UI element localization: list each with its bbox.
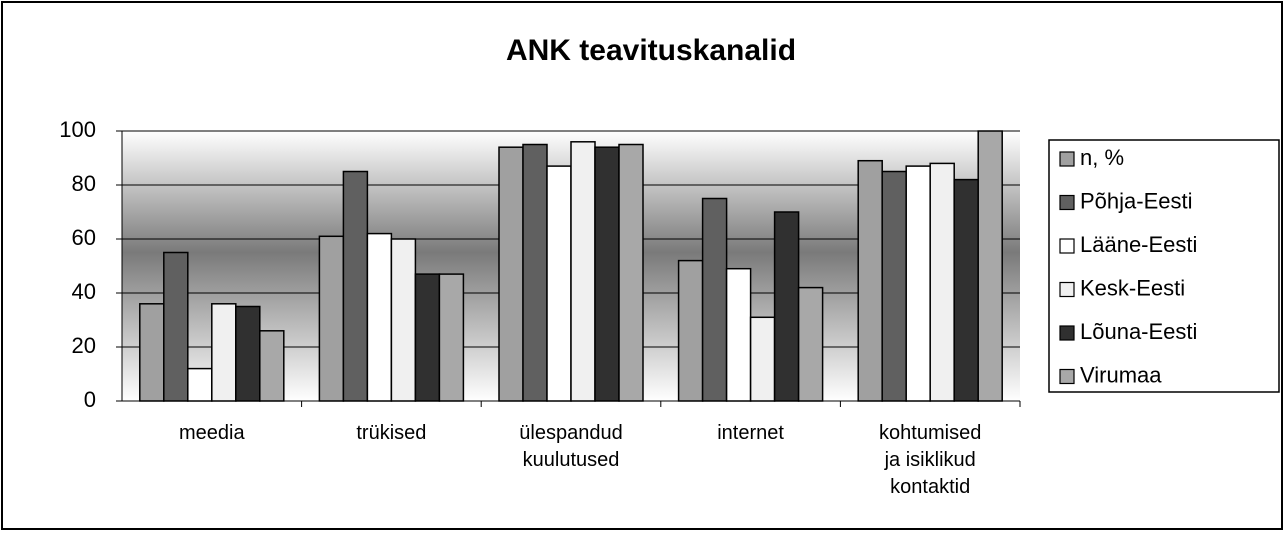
chart-title: ANK teavituskanalid: [506, 34, 796, 67]
bar: [725, 267, 752, 402]
legend-label: Kesk-Eesti: [1080, 275, 1185, 300]
bar: [570, 141, 596, 402]
legend-swatch: [1059, 368, 1075, 385]
bar: [749, 316, 776, 402]
bar: [318, 235, 345, 402]
legend-swatch: [1059, 325, 1075, 341]
legend-swatch: [1059, 238, 1075, 254]
x-tick-label: kohtumised ja isiklikud kontaktid: [879, 422, 981, 498]
bar: [905, 165, 931, 402]
legend-swatch: [1059, 194, 1075, 211]
bar: [139, 303, 165, 402]
bar: [211, 303, 237, 402]
bar: [677, 259, 704, 402]
bar: [701, 197, 728, 402]
bar: [977, 130, 1003, 402]
legend-swatch: [1059, 151, 1075, 167]
bar: [522, 143, 548, 402]
bar: [953, 178, 979, 402]
legend-label: Virumaa: [1080, 362, 1162, 387]
bar: [498, 146, 524, 402]
legend-swatch: [1059, 281, 1075, 298]
bar: [618, 143, 644, 402]
bar: [259, 330, 285, 402]
legend-label: Lõuna-Eesti: [1080, 319, 1197, 344]
y-tick-label: 100: [59, 117, 96, 142]
bar: [187, 367, 213, 402]
legend-label: n, %: [1080, 145, 1124, 170]
bar: [929, 162, 955, 402]
legend-box: [1048, 139, 1280, 393]
y-tick-label: 60: [72, 225, 96, 250]
bar: [342, 170, 369, 402]
bar: [438, 273, 465, 402]
bar: [163, 251, 189, 402]
bar: [235, 305, 261, 402]
x-tick-label: ülespandud kuulutused: [519, 422, 622, 471]
bar: [594, 146, 620, 402]
x-tick-label: trükised: [356, 422, 426, 444]
bar: [797, 286, 824, 402]
x-tick-label: internet: [717, 422, 784, 444]
legend-label: Lääne-Eesti: [1080, 232, 1197, 257]
legend-label: Põhja-Eesti: [1080, 188, 1193, 213]
bar: [390, 238, 417, 402]
bar: [773, 211, 800, 402]
bar: [857, 159, 883, 402]
y-tick-label: 0: [84, 387, 96, 412]
bar: [546, 165, 572, 402]
y-tick-label: 80: [72, 171, 96, 196]
x-tick-label: meedia: [179, 422, 245, 444]
y-tick-label: 40: [72, 279, 96, 304]
bar: [881, 170, 907, 402]
bar: [366, 232, 393, 402]
y-tick-label: 20: [72, 333, 96, 358]
bar: [414, 273, 441, 402]
